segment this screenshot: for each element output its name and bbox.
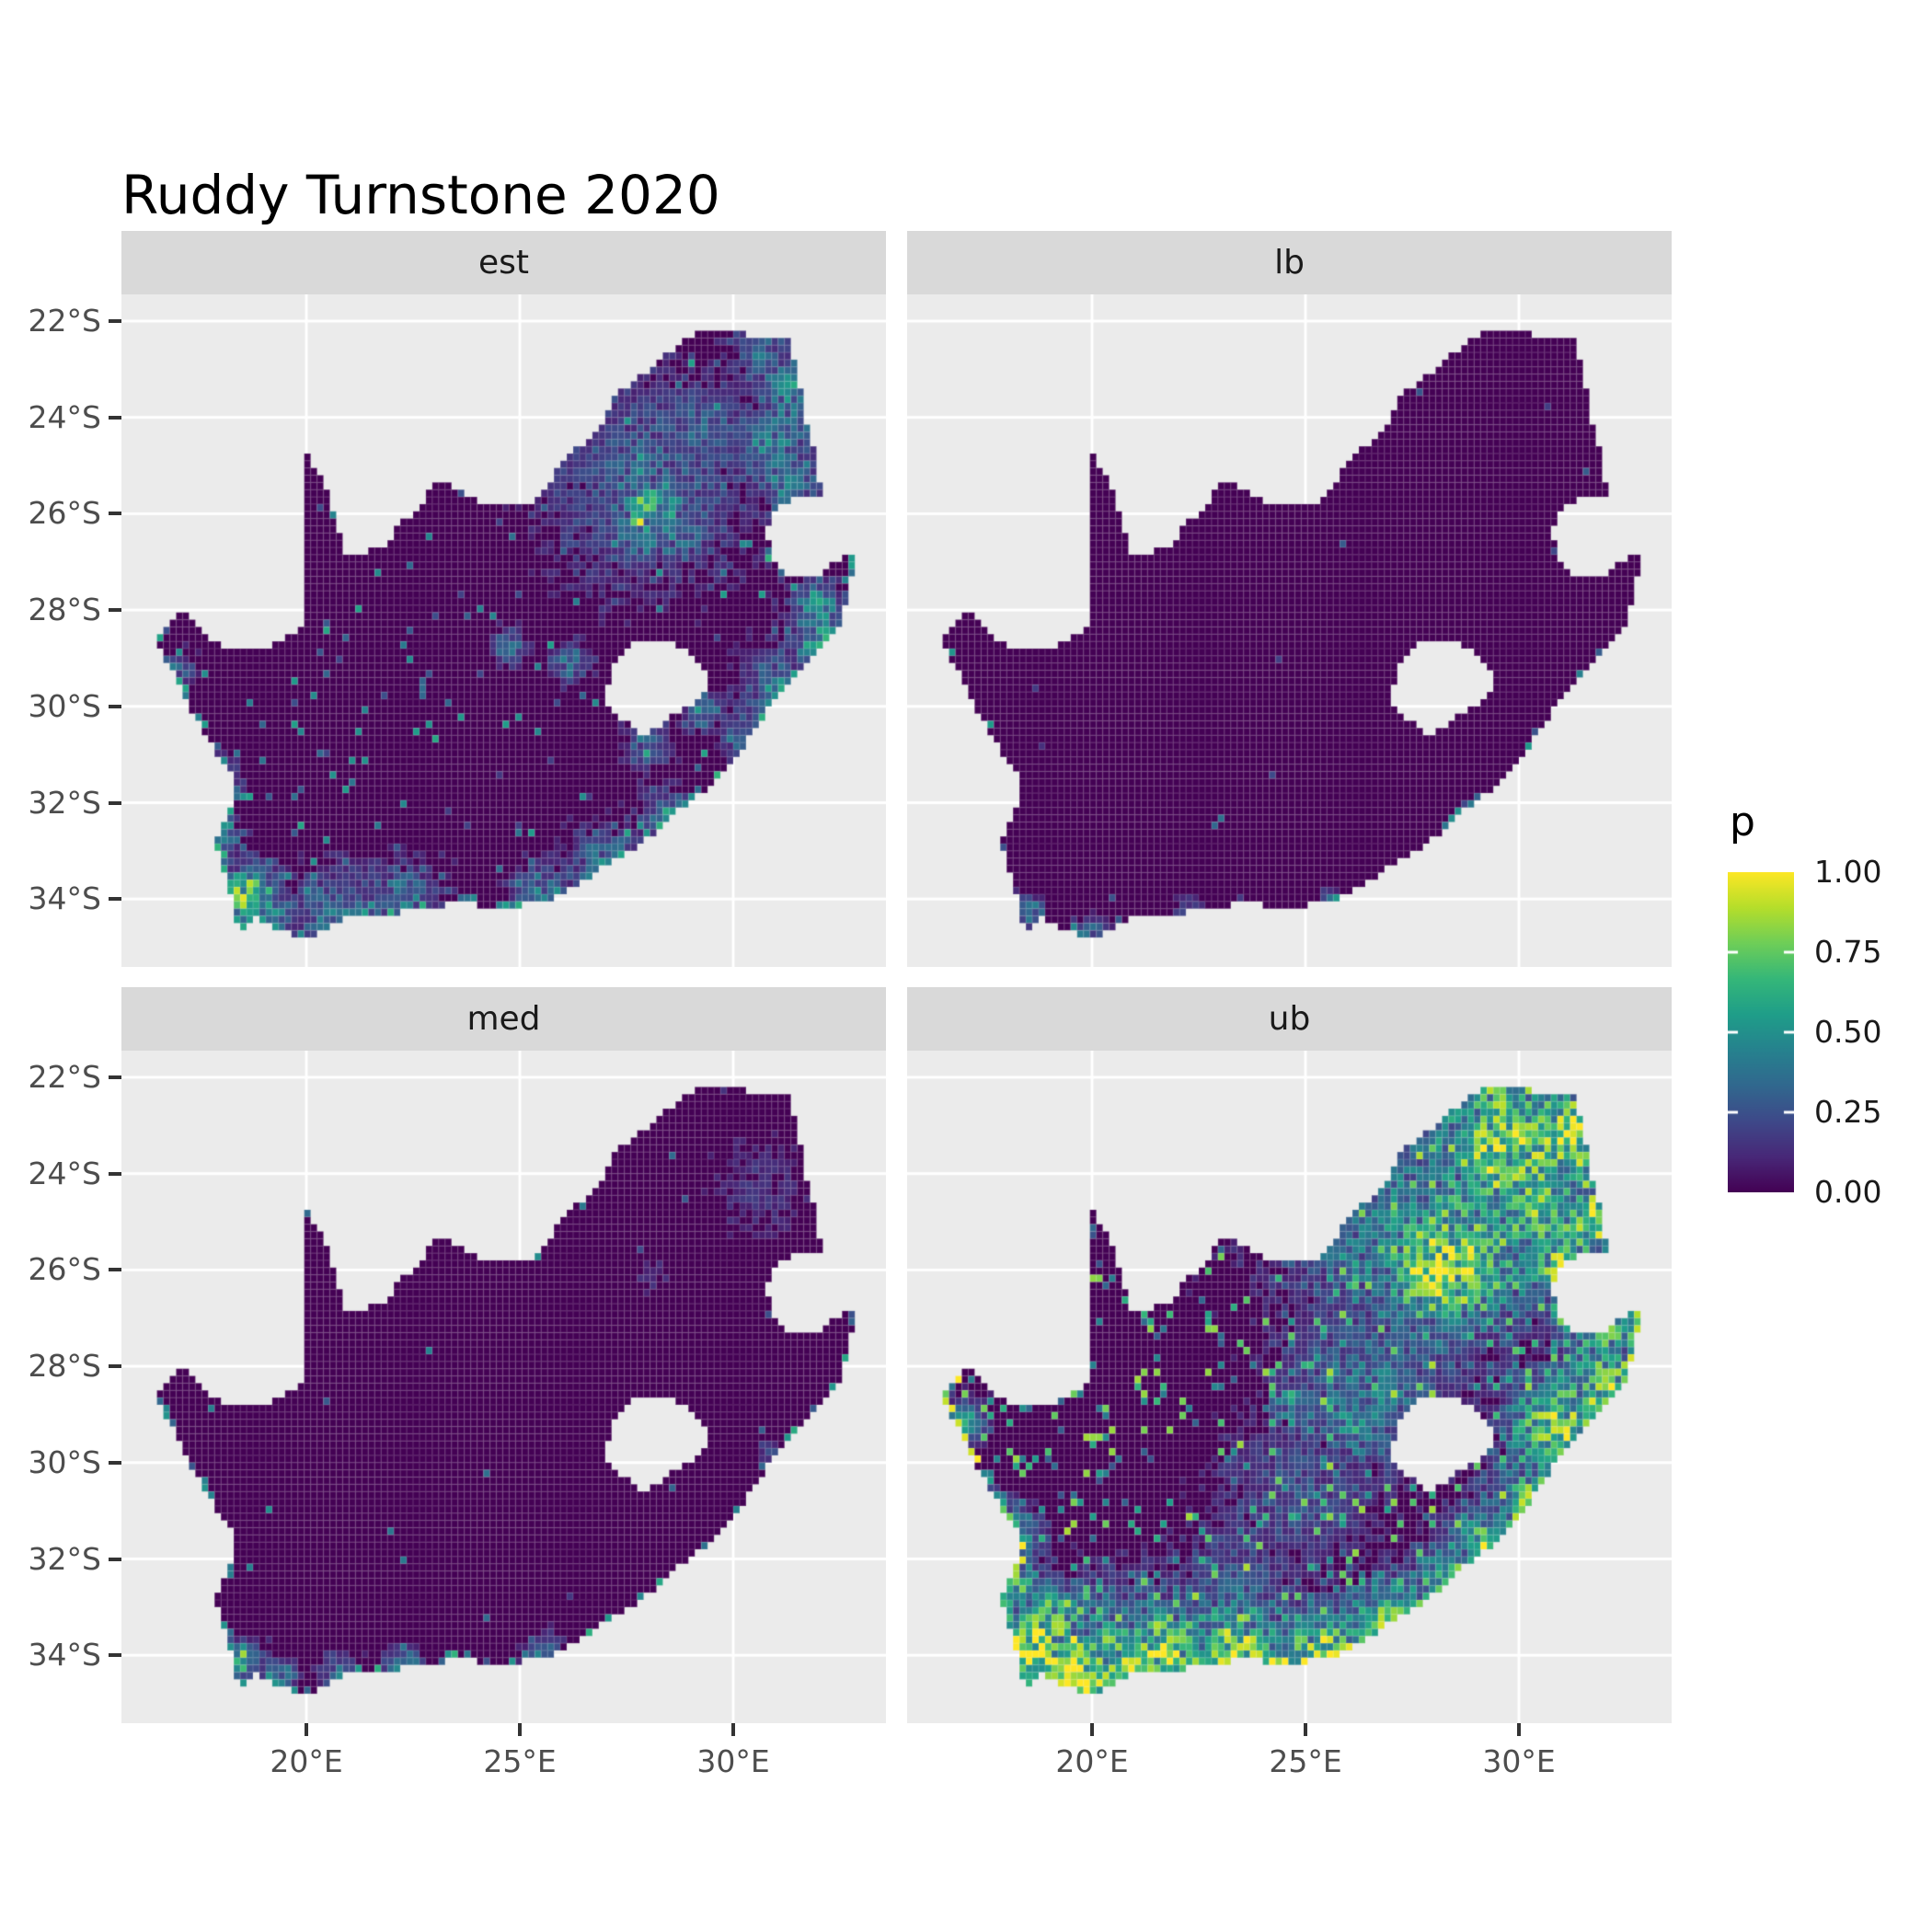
- legend-tick-label: 0.50: [1814, 1014, 1882, 1050]
- x-tick-label: 25°E: [483, 1743, 557, 1779]
- x-tick-mark: [1090, 1723, 1094, 1736]
- y-tick-label: 34°S: [28, 880, 101, 917]
- y-tick-label: 26°S: [28, 1251, 101, 1288]
- x-tick-label: 25°E: [1269, 1743, 1342, 1779]
- facet-strip-label: ub: [1268, 1000, 1311, 1038]
- x-tick-mark: [731, 1723, 735, 1736]
- legend-tick-label: 0.25: [1814, 1094, 1882, 1130]
- y-tick-label: 30°S: [28, 687, 101, 724]
- legend-tick-label: 1.00: [1814, 854, 1882, 890]
- facet-panel-ub: [907, 1051, 1672, 1723]
- facet-panel-lb: [907, 294, 1672, 967]
- plot-title: Ruddy Turnstone 2020: [121, 164, 720, 226]
- y-tick-mark: [109, 415, 121, 420]
- legend-title: p: [1730, 799, 1755, 845]
- x-tick-mark: [305, 1723, 308, 1736]
- y-tick-mark: [109, 704, 121, 708]
- y-tick-label: 28°S: [28, 1348, 101, 1385]
- facet-strip-ub: ub: [907, 987, 1672, 1051]
- facet-strip-lb: lb: [907, 231, 1672, 294]
- y-tick-label: 22°S: [28, 303, 101, 339]
- x-tick-label: 30°E: [696, 1743, 770, 1779]
- facet-panel-est: [121, 294, 886, 967]
- y-tick-label: 32°S: [28, 784, 101, 821]
- x-tick-mark: [1304, 1723, 1307, 1736]
- facet-strip-label: est: [477, 244, 530, 282]
- facet-map-med: [121, 1051, 886, 1723]
- y-tick-mark: [109, 1171, 121, 1176]
- y-tick-label: 32°S: [28, 1540, 101, 1577]
- y-tick-mark: [109, 897, 121, 902]
- legend-tick-label: 0.00: [1814, 1174, 1882, 1210]
- facet-strip-label: med: [466, 1000, 541, 1038]
- facet-strip-est: est: [121, 231, 886, 294]
- legend-tick-label: 0.75: [1814, 934, 1882, 970]
- y-tick-mark: [109, 1364, 121, 1369]
- y-tick-mark: [109, 512, 121, 516]
- x-tick-label: 30°E: [1482, 1743, 1556, 1779]
- y-tick-mark: [109, 608, 121, 613]
- x-tick-mark: [518, 1723, 522, 1736]
- x-tick-mark: [1517, 1723, 1521, 1736]
- y-tick-mark: [109, 1653, 121, 1658]
- facet-strip-med: med: [121, 987, 886, 1051]
- y-tick-label: 22°S: [28, 1059, 101, 1095]
- facet-map-ub: [907, 1051, 1672, 1723]
- facet-map-est: [121, 294, 886, 967]
- x-tick-label: 20°E: [1055, 1743, 1129, 1779]
- y-tick-mark: [109, 1075, 121, 1079]
- facet-panel-med: [121, 1051, 886, 1723]
- y-tick-label: 24°S: [28, 398, 101, 435]
- facet-strip-label: lb: [1274, 244, 1305, 282]
- y-tick-label: 34°S: [28, 1637, 101, 1673]
- y-tick-label: 24°S: [28, 1155, 101, 1191]
- y-tick-label: 26°S: [28, 495, 101, 532]
- y-tick-label: 28°S: [28, 592, 101, 628]
- facet-map-lb: [907, 294, 1672, 967]
- y-tick-label: 30°S: [28, 1443, 101, 1480]
- x-tick-label: 20°E: [270, 1743, 343, 1779]
- y-tick-mark: [109, 1557, 121, 1561]
- y-tick-mark: [109, 319, 121, 323]
- legend-colorbar: [1728, 872, 1794, 1192]
- y-tick-mark: [109, 800, 121, 805]
- y-tick-mark: [109, 1268, 121, 1272]
- y-tick-mark: [109, 1460, 121, 1465]
